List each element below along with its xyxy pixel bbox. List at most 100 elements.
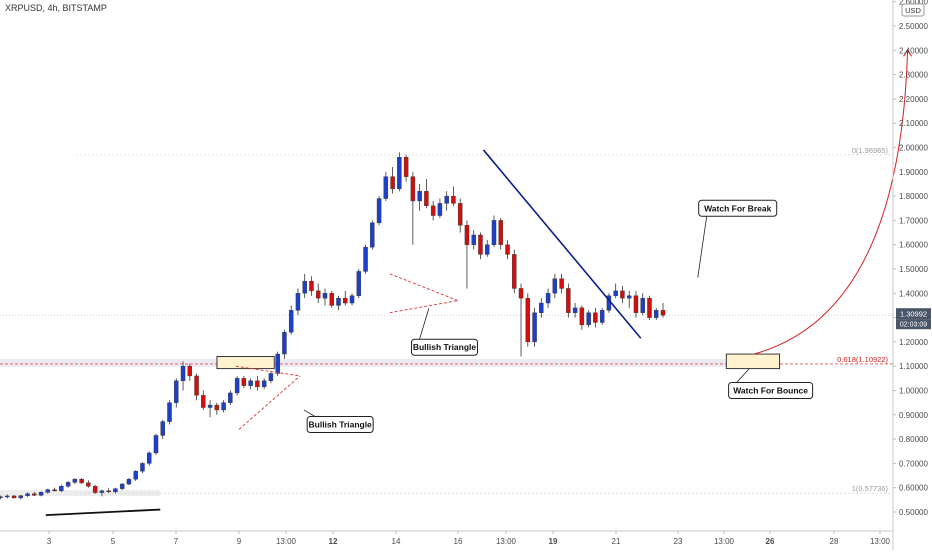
y-tick-label: 2.30000 [899,71,928,80]
candle-body [620,290,625,299]
candle-body [572,307,578,313]
candle-body [417,191,422,202]
candle-body [437,203,443,216]
candle-body [261,380,267,388]
x-tick-label: 28 [830,537,839,546]
x-tick-label: 14 [392,537,401,546]
candle-body [397,157,402,190]
candle-body [532,312,537,343]
candle-body [633,295,639,313]
countdown-tag [896,319,931,330]
x-tick-label: 13:00 [496,537,517,546]
candle-body [119,483,125,489]
y-tick-label: 2.50000 [899,22,928,31]
projection-curve [753,50,909,355]
y-tick-label: 1.10000 [899,362,928,371]
x-tick-label: 19 [549,537,558,546]
y-tick-label: 1.20000 [899,338,928,347]
candle-body [451,195,456,204]
candle-body [559,278,564,289]
candle-body [654,310,659,318]
candle-body [363,246,368,272]
currency-badge-frame [901,3,925,17]
currency-label: USD [905,6,921,15]
candle-body [640,297,645,313]
candle-body [491,220,497,245]
candle-body [647,297,652,318]
candle-body [106,490,111,493]
triangle-edge [235,365,301,377]
candle-body [153,435,159,454]
candle-body [160,421,165,436]
fib-level-label: 1(0.57736) [852,484,889,493]
candle-body [539,302,544,313]
y-tick-label: 0.60000 [899,484,928,493]
candle-body [485,244,490,255]
x-tick-label: 13:00 [276,537,297,546]
x-tick-label: 5 [111,537,116,546]
candle-body [302,280,307,294]
candle-body [356,271,362,296]
candle-body [316,290,321,299]
y-tick-label: 1.70000 [899,216,928,225]
candle-body [187,366,193,377]
candle-body [79,478,84,484]
candles-layer [0,152,666,500]
candle-body [336,297,341,306]
candle-body [167,402,172,422]
x-tick-label: 3 [47,537,52,546]
candle-body [248,380,253,386]
candle-body [221,402,226,411]
x-tick-label: 21 [612,537,621,546]
y-tick-label: 1.60000 [899,241,928,250]
x-tick-label: 13:00 [714,537,735,546]
y-tick-label: 1.90000 [899,168,928,177]
candle-body [593,312,598,323]
y-tick-label: 0.90000 [899,411,928,420]
candle-body [370,222,375,248]
candle-body [146,452,152,464]
candle-body [32,493,37,496]
x-tick-label: 16 [454,537,463,546]
candle-body [498,220,503,245]
candle-body [133,470,138,480]
candle-body [457,203,463,226]
candle-body [268,373,274,381]
projection-arrowhead [903,49,913,57]
y-tick-label: 0.80000 [899,435,928,444]
candle-body [349,295,355,304]
zones-layer [216,353,781,370]
candle-body [228,392,233,403]
candle-body [464,225,470,245]
candle-body [478,234,483,255]
candle-body [72,478,78,483]
x-tick-label: 13:00 [870,537,891,546]
candle-body [214,404,220,411]
annotation-label: Bullish Triangle [309,420,373,430]
candle-body [207,404,213,408]
candle-body [282,331,287,355]
annotation-box [411,338,478,356]
annotation-label: Watch For Bounce [733,386,808,396]
candle-body [288,310,294,333]
candle-body [552,278,558,294]
candle-body [424,191,429,207]
y-tick-label: 1.50000 [899,265,928,274]
candle-body [38,492,44,496]
triangle-edge [389,273,459,302]
candle-body [201,395,206,408]
descending-trendline [482,149,642,339]
fibonacci-layer: 0(1.96965) 0.618(1.10922) 1(0.57736) [0,146,893,497]
candle-body [599,310,605,323]
candle-body [471,234,476,245]
annotation-label: Watch For Break [704,203,772,213]
candle-body [322,293,328,299]
candle-body [0,496,3,498]
fib-level-label: 0.618(1.10922) [837,355,888,364]
candle-body [86,482,91,487]
candle-body [25,493,30,496]
